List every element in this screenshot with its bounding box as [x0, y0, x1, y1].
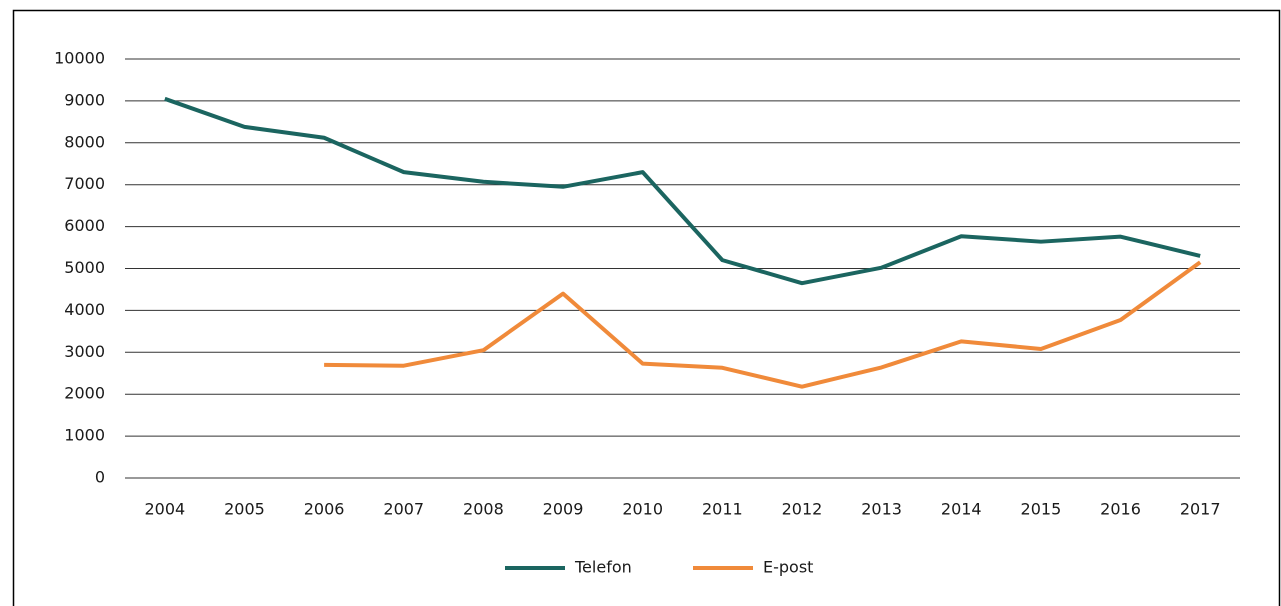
y-tick-label: 5000 [64, 258, 105, 277]
line-series [324, 260, 1202, 389]
x-tick-label: 2010 [622, 500, 663, 519]
x-tick-label: 2014 [941, 500, 982, 519]
y-tick-label: 9000 [64, 90, 105, 109]
legend-label: E-post [763, 558, 813, 577]
legend-label: Telefon [574, 558, 632, 577]
x-tick-label: 2012 [782, 500, 823, 519]
y-tick-label: 0 [95, 468, 105, 487]
y-tick-label: 7000 [64, 174, 105, 193]
line-series [164, 96, 1201, 286]
x-tick-label: 2005 [224, 500, 265, 519]
x-tick-label: 2008 [463, 500, 504, 519]
x-tick-label: 2013 [861, 500, 902, 519]
y-tick-label: 4000 [64, 300, 105, 319]
y-tick-label: 2000 [64, 384, 105, 403]
y-tick-label: 10000 [54, 49, 105, 68]
x-tick-label: 2006 [304, 500, 345, 519]
y-tick-label: 3000 [64, 342, 105, 361]
x-tick-label: 2011 [702, 500, 743, 519]
x-tick-label: 2004 [144, 500, 185, 519]
y-tick-label: 8000 [64, 132, 105, 151]
y-tick-label: 1000 [64, 426, 105, 445]
y-tick-label: 6000 [64, 216, 105, 235]
x-tick-label: 2015 [1021, 500, 1062, 519]
x-tick-label: 2017 [1180, 500, 1221, 519]
x-tick-label: 2009 [543, 500, 584, 519]
frame [12, 9, 1281, 606]
x-tick-label: 2007 [383, 500, 424, 519]
x-tick-label: 2016 [1100, 500, 1141, 519]
